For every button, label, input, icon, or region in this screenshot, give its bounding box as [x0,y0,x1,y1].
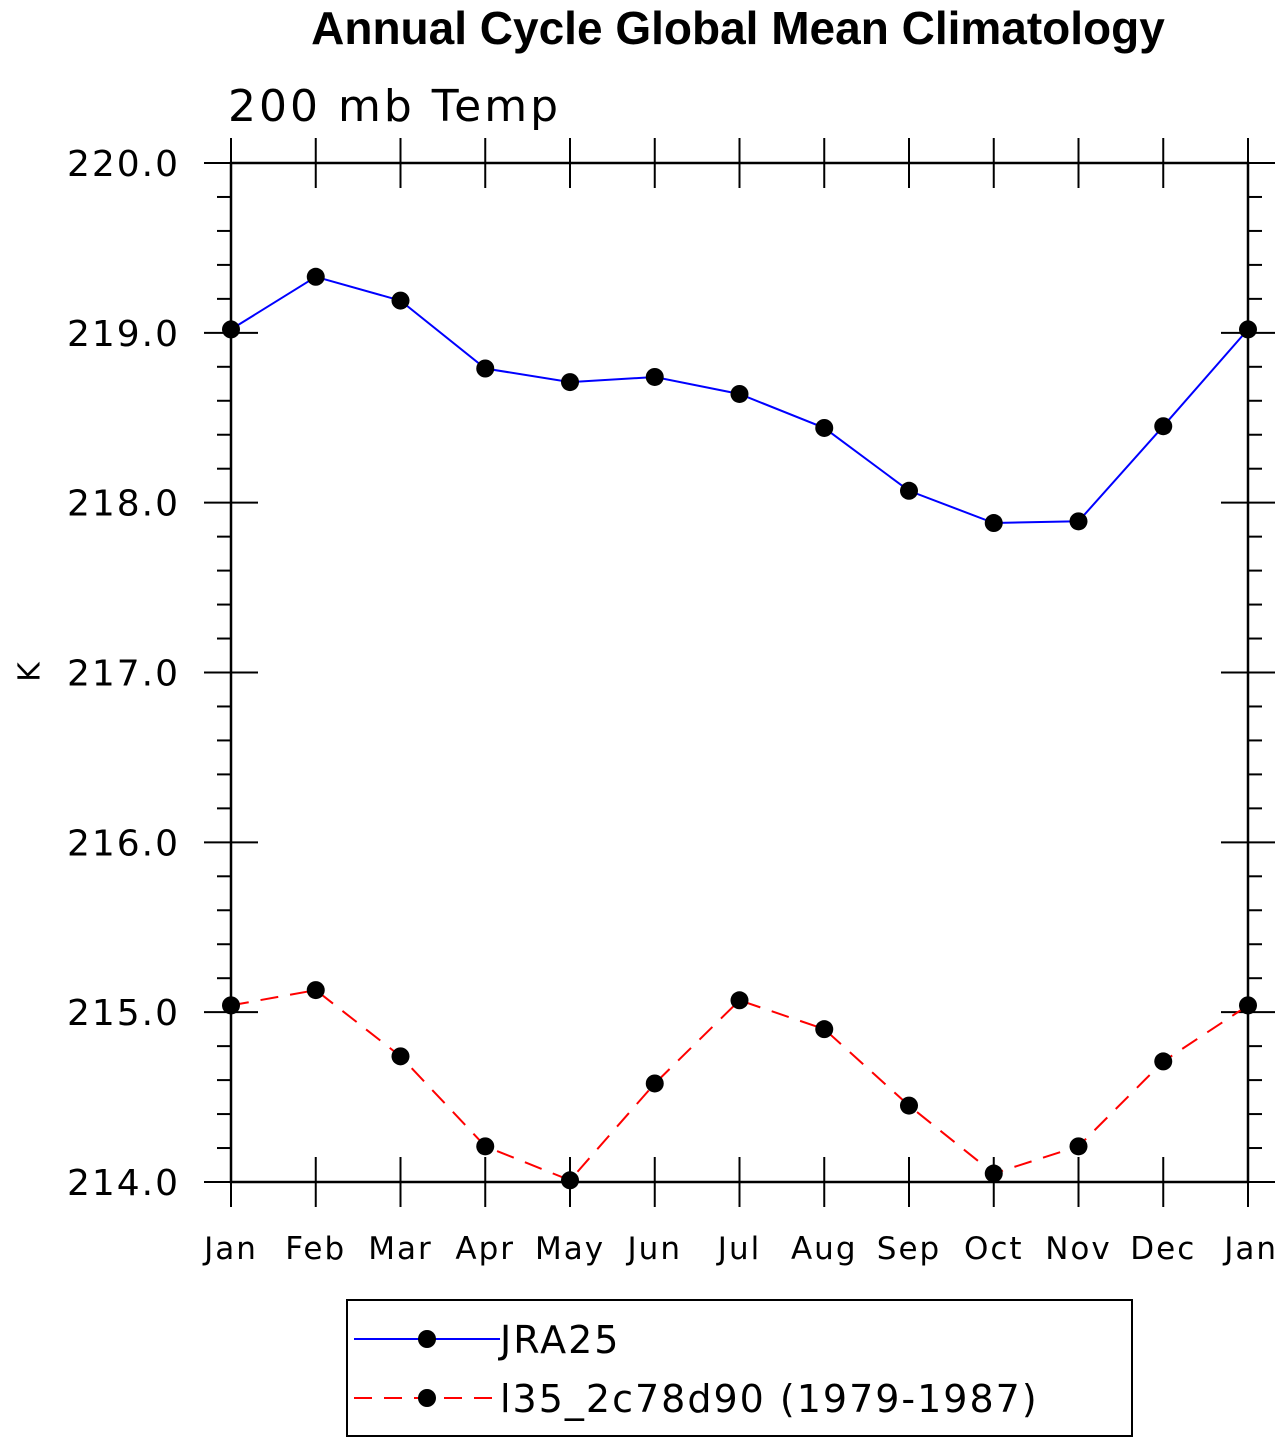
series-line-2 [230,989,1249,1182]
legend: JRA25 l35_2c78d90 (1979-1987) [346,1299,1133,1437]
series-1-point [391,291,410,310]
series-1-point [1239,320,1257,339]
legend-marker-series-2 [418,1389,436,1407]
x-tick-label: Jan [1222,1231,1278,1267]
x-tick-label: May [535,1231,605,1267]
y-axis-label: K [13,661,48,682]
series-1-point [306,267,325,286]
x-tick-label: Jun [626,1231,682,1267]
series-1-point [730,384,749,403]
series-1-point [222,320,240,339]
series-1-point [645,367,664,386]
x-tick-label: Jan [202,1231,258,1267]
series-2-point [1154,1052,1173,1071]
series-2-point [561,1171,579,1190]
x-tick-label: Sep [877,1231,941,1267]
series-2-point [476,1137,495,1156]
x-tick-label: Aug [791,1231,858,1267]
series-2-point [391,1047,410,1066]
series-1-point [815,418,834,437]
series-2-point [900,1096,918,1115]
x-tick-label: Feb [285,1231,346,1267]
chart-title: Annual Cycle Global Mean Climatology [311,2,1165,54]
y-tick-label: 216.0 [67,823,180,864]
x-tick-label: Dec [1130,1231,1196,1267]
series-2-point [306,981,325,1000]
x-tick-label: Nov [1045,1231,1112,1267]
legend-marker-series-1 [418,1330,436,1348]
series-1-point [476,359,495,378]
series-1-point [561,373,579,392]
series-2-point [1239,996,1257,1015]
legend-label-series-1: JRA25 [498,1318,620,1362]
series-2-point [1069,1137,1088,1156]
y-tick-label: 215.0 [67,993,180,1034]
legend-box [346,1299,1133,1437]
series-2-point [815,1020,834,1039]
plot-frame [229,161,1250,1184]
series-1-point [900,481,918,500]
chart-subtitle: 200 mb Temp [228,81,561,132]
y-tick-label: 217.0 [67,654,180,695]
series-2-point [730,991,749,1010]
series-2-point [222,996,240,1015]
x-tick-label: Jul [716,1231,761,1267]
axis-ticks [204,138,1275,1207]
x-tick-label: Oct [964,1231,1024,1267]
x-tick-label: Apr [455,1231,515,1267]
y-tick-labels: 214.0 215.0 216.0 217.0 218.0 219.0 220.0 [67,144,180,1204]
series-1-point [1154,417,1173,436]
series [222,267,1257,1190]
x-tick-labels: Jan Feb Mar Apr May Jun Jul Aug Sep Oct Nov Dec Jan [202,1231,1278,1267]
y-tick-label: 214.0 [67,1163,180,1204]
legend-label-series-2: l35_2c78d90 (1979-1987) [500,1377,1039,1421]
series-2-point [645,1074,664,1093]
y-tick-label: 219.0 [67,314,180,355]
x-tick-label: Mar [368,1231,433,1267]
y-tick-label: 220.0 [67,144,180,185]
series-1-point [1069,512,1088,531]
y-tick-label: 218.0 [67,484,180,525]
series-1-point [984,514,1003,533]
series-2-point [984,1164,1003,1183]
